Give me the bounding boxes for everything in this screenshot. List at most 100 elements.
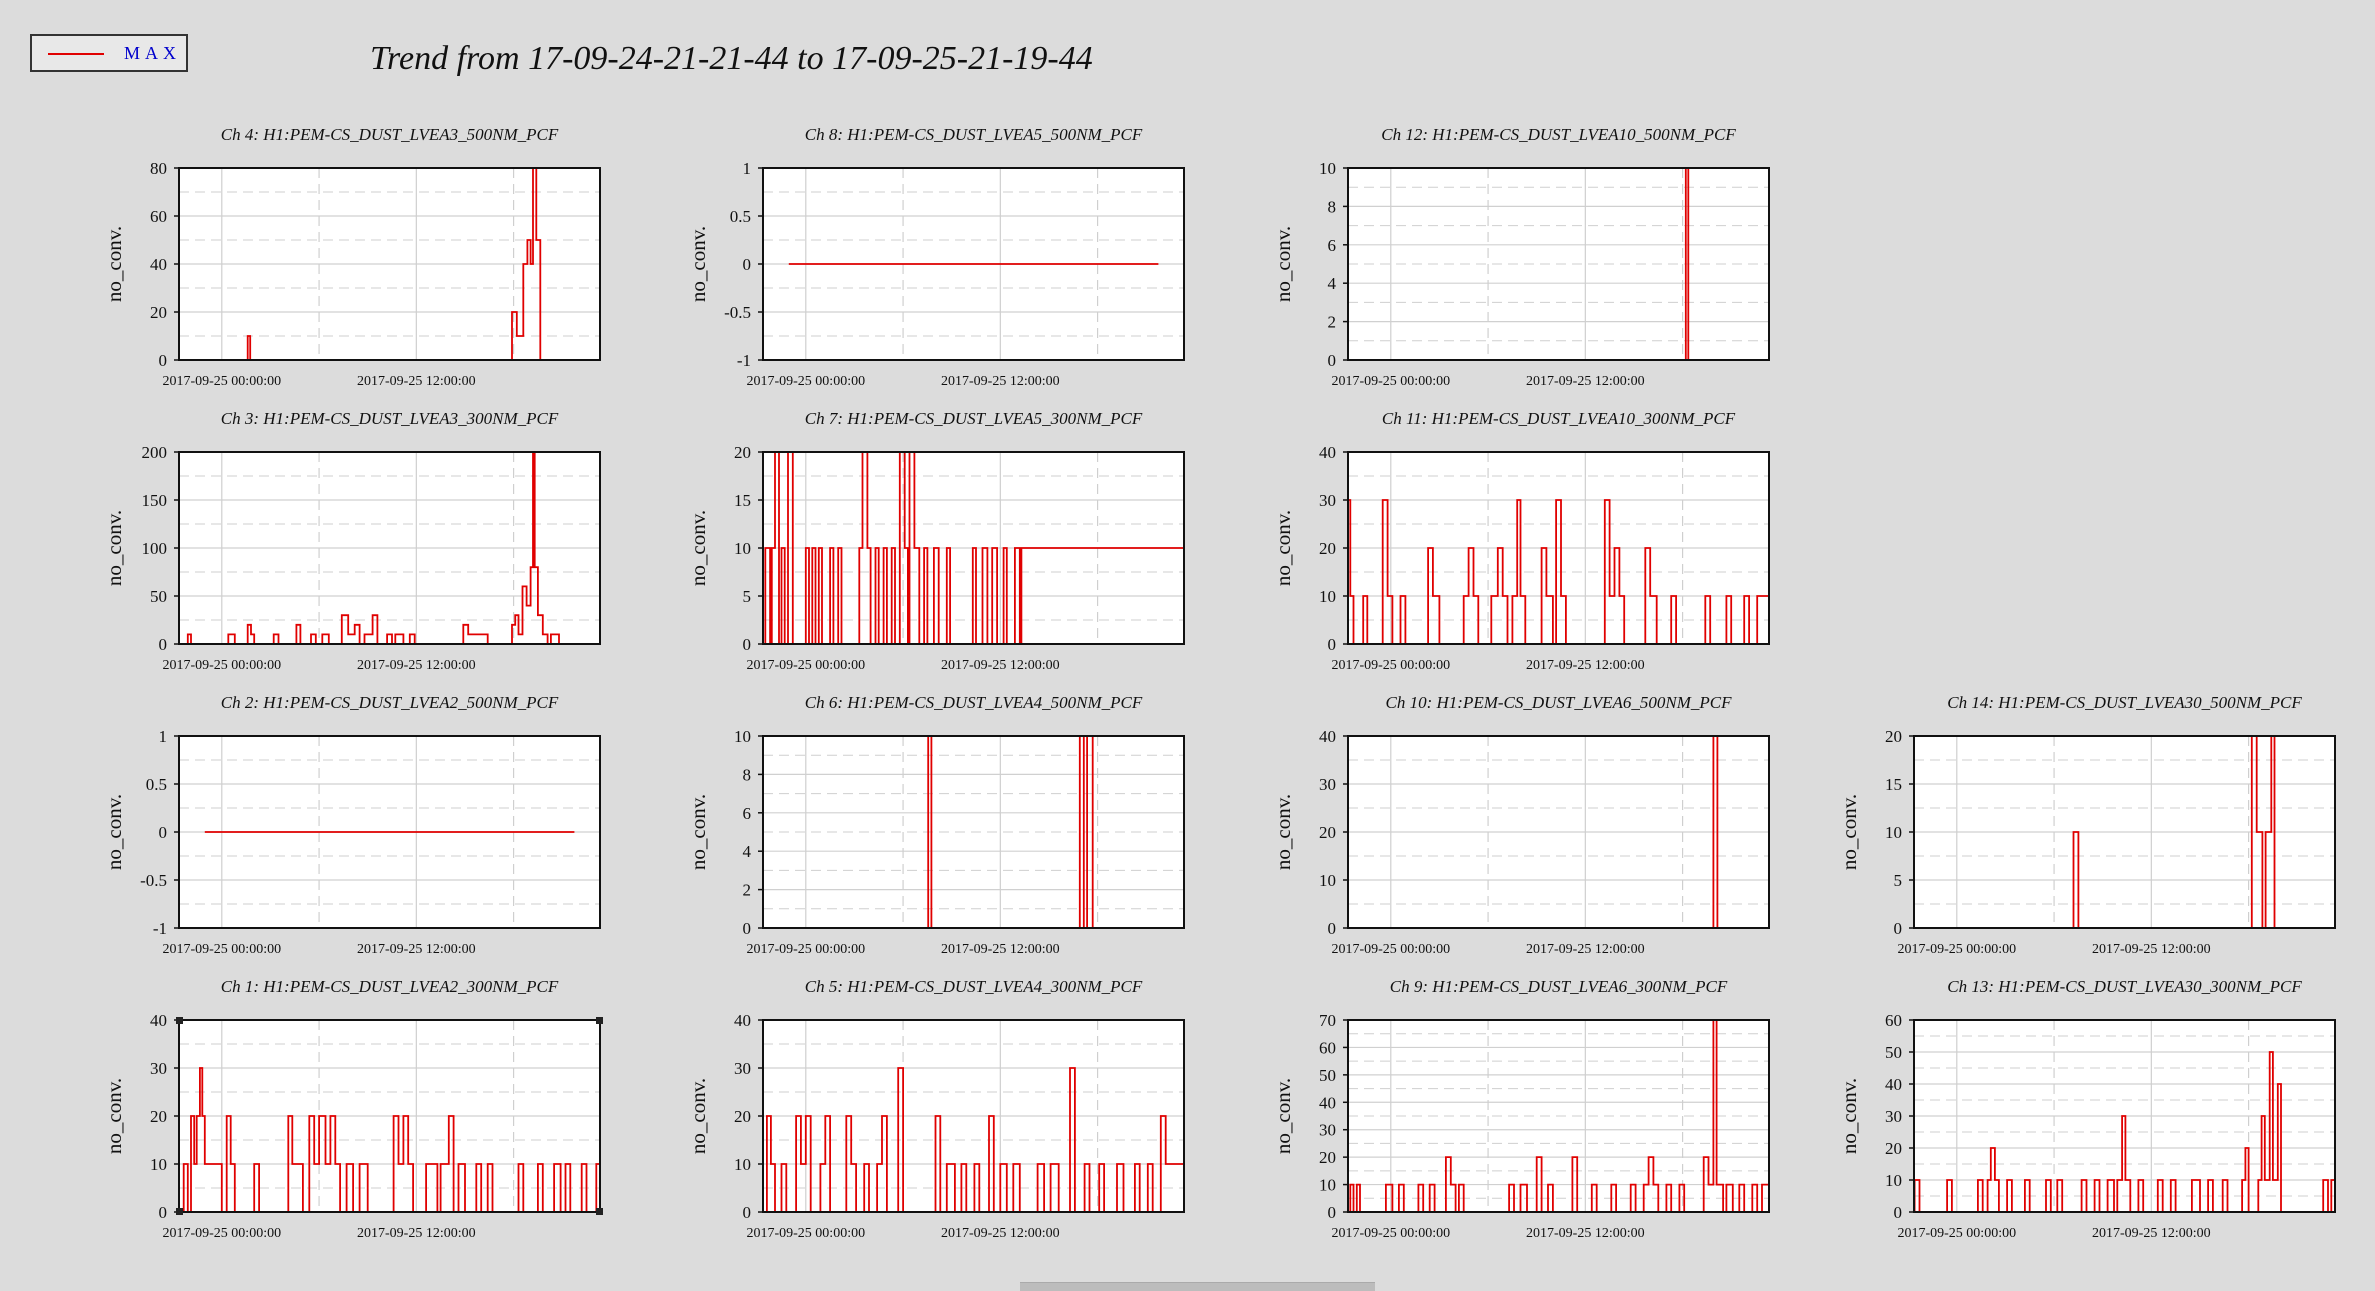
y-tick-label: -1 [737,351,751,370]
y-tick-label: 10 [1319,159,1336,178]
y-tick-label: 50 [150,587,167,606]
selection-handle [176,1017,183,1024]
y-axis-label: no_conv. [1837,1078,1861,1154]
y-tick-label: 30 [1319,491,1336,510]
chart-title: Ch 9: H1:PEM-CS_DUST_LVEA6_300NM_PCF [1390,977,1728,996]
y-tick-label: 10 [734,727,751,746]
y-tick-label: 0 [1894,1203,1903,1222]
chart-title: Ch 14: H1:PEM-CS_DUST_LVEA30_500NM_PCF [1947,693,2302,712]
y-tick-label: 8 [743,765,752,784]
chart-title: Ch 10: H1:PEM-CS_DUST_LVEA6_500NM_PCF [1386,693,1733,712]
y-tick-label: 40 [1319,727,1336,746]
selection-handle [176,1208,183,1215]
chart-panel: Ch 5: H1:PEM-CS_DUST_LVEA4_300NM_PCF 0 10 2… [686,977,1185,1241]
y-tick-label: 0 [743,1203,752,1222]
y-axis-label: no_conv. [102,226,126,302]
y-tick-label: 10 [1885,823,1902,842]
y-tick-label: 40 [1319,443,1336,462]
y-tick-label: 60 [1885,1011,1902,1030]
y-tick-label: 20 [1319,1148,1336,1167]
y-tick-label: 10 [150,1155,167,1174]
y-tick-label: 1 [159,727,168,746]
selection-handle [596,1208,603,1215]
page-title: Trend from 17-09-24-21-21-44 to 17-09-25… [370,40,1093,77]
y-tick-label: 10 [1319,587,1336,606]
y-tick-label: 6 [743,804,752,823]
chart-panel: Ch 8: H1:PEM-CS_DUST_LVEA5_500NM_PCF -1 -0… [686,125,1185,389]
y-axis-label: no_conv. [686,794,710,870]
y-tick-label: 20 [150,1107,167,1126]
y-tick-label: 0 [1894,919,1903,938]
y-tick-label: 10 [734,539,751,558]
y-tick-label: 60 [150,207,167,226]
y-tick-label: 50 [1885,1043,1902,1062]
x-tick-label: 2017-09-25 12:00:00 [357,1226,476,1241]
legend-box: MAX [30,34,188,72]
x-tick-label: 2017-09-25 12:00:00 [1526,1226,1645,1241]
scrollbar-strip[interactable] [1020,1282,1375,1291]
x-tick-label: 2017-09-25 12:00:00 [941,942,1060,957]
plot-frame [1347,1019,1770,1213]
y-tick-label: 4 [743,842,752,861]
x-tick-label: 2017-09-25 12:00:00 [2092,942,2211,957]
y-tick-label: 20 [734,1107,751,1126]
series-line-max [763,451,1184,645]
x-tick-label: 2017-09-25 00:00:00 [746,658,865,673]
chart-title: Ch 2: H1:PEM-CS_DUST_LVEA2_500NM_PCF [221,693,559,712]
chart-panel: Ch 3: H1:PEM-CS_DUST_LVEA3_300NM_PCF 0 50 1… [102,409,601,673]
x-tick-label: 2017-09-25 00:00:00 [1897,942,2016,957]
y-axis-label: no_conv. [1837,794,1861,870]
y-tick-label: 30 [1319,775,1336,794]
chart-panel: Ch 13: H1:PEM-CS_DUST_LVEA30_300NM_PCF 0 1… [1837,977,2336,1241]
x-tick-label: 2017-09-25 00:00:00 [162,374,281,389]
legend-label: MAX [124,43,182,63]
x-tick-label: 2017-09-25 12:00:00 [941,1226,1060,1241]
y-tick-label: 30 [1319,1121,1336,1140]
chart-panel: Ch 2: H1:PEM-CS_DUST_LVEA2_500NM_PCF -1 -0… [102,693,601,957]
chart-panel: Ch 12: H1:PEM-CS_DUST_LVEA10_500NM_PCF 0 2… [1271,125,1770,389]
x-tick-label: 2017-09-25 00:00:00 [1331,1226,1450,1241]
chart-panel: Ch 4: H1:PEM-CS_DUST_LVEA3_500NM_PCF 0 20 4… [102,125,601,389]
selection-handle [596,1017,603,1024]
chart-panel: Ch 11: H1:PEM-CS_DUST_LVEA10_300NM_PCF 0 1… [1271,409,1770,673]
chart-panel: Ch 14: H1:PEM-CS_DUST_LVEA30_500NM_PCF 0 5… [1837,693,2336,957]
chart-title: Ch 11: H1:PEM-CS_DUST_LVEA10_300NM_PCF [1382,409,1736,428]
y-axis-label: no_conv. [1271,794,1295,870]
chart-title: Ch 6: H1:PEM-CS_DUST_LVEA4_500NM_PCF [805,693,1143,712]
x-tick-label: 2017-09-25 00:00:00 [162,942,281,957]
x-tick-label: 2017-09-25 12:00:00 [2092,1226,2211,1241]
y-tick-label: 80 [150,159,167,178]
chart-title: Ch 4: H1:PEM-CS_DUST_LVEA3_500NM_PCF [221,125,559,144]
chart-title: Ch 5: H1:PEM-CS_DUST_LVEA4_300NM_PCF [805,977,1143,996]
x-tick-label: 2017-09-25 00:00:00 [162,658,281,673]
y-tick-label: 8 [1328,197,1337,216]
x-tick-label: 2017-09-25 00:00:00 [1331,942,1450,957]
x-tick-label: 2017-09-25 12:00:00 [941,658,1060,673]
y-tick-label: 40 [150,255,167,274]
y-axis-label: no_conv. [102,794,126,870]
y-tick-label: 30 [1885,1107,1902,1126]
x-tick-label: 2017-09-25 00:00:00 [1331,658,1450,673]
x-tick-label: 2017-09-25 12:00:00 [1526,374,1645,389]
y-tick-label: 20 [150,303,167,322]
y-axis-label: no_conv. [1271,1078,1295,1154]
chart-panel: Ch 7: H1:PEM-CS_DUST_LVEA5_300NM_PCF 0 5 10… [686,409,1185,673]
chart-title: Ch 7: H1:PEM-CS_DUST_LVEA5_300NM_PCF [805,409,1143,428]
y-tick-label: 40 [734,1011,751,1030]
chart-title: Ch 1: H1:PEM-CS_DUST_LVEA2_300NM_PCF [221,977,559,996]
series-line-max [1913,1051,2335,1213]
y-tick-label: 200 [142,443,168,462]
y-tick-label: 2 [1328,313,1337,332]
y-tick-label: 0 [1328,351,1337,370]
chart-title: Ch 12: H1:PEM-CS_DUST_LVEA10_500NM_PCF [1381,125,1736,144]
series-line-max [1348,499,1769,645]
y-tick-label: 10 [1319,871,1336,890]
y-tick-label: 100 [142,539,168,558]
y-tick-label: -1 [153,919,167,938]
y-tick-label: 2 [743,881,752,900]
y-tick-label: 0 [743,255,752,274]
x-tick-label: 2017-09-25 00:00:00 [746,1226,865,1241]
y-tick-label: 0 [1328,1203,1337,1222]
x-tick-label: 2017-09-25 12:00:00 [1526,942,1645,957]
